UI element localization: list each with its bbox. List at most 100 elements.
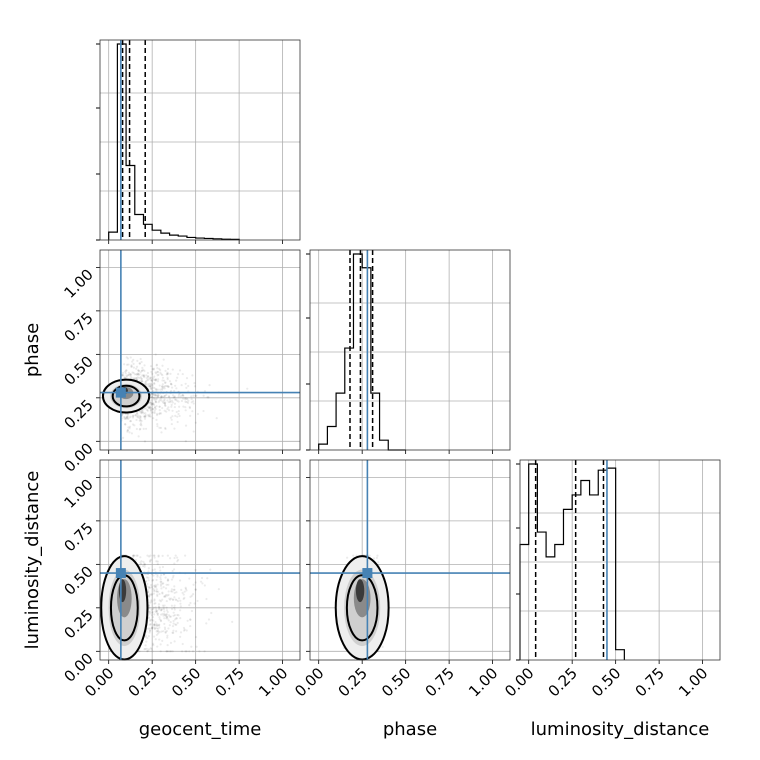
scatter-point: [155, 404, 158, 408]
scatter-point: [144, 407, 147, 410]
scatter-point: [153, 624, 156, 627]
scatter-point: [156, 562, 159, 566]
scatter-point: [158, 631, 161, 634]
scatter-point: [130, 432, 134, 435]
scatter-point: [153, 623, 156, 626]
scatter-point: [193, 382, 196, 385]
scatter-point: [163, 409, 166, 412]
scatter-point: [194, 568, 197, 572]
scatter-point: [129, 420, 132, 423]
scatter-point: [137, 435, 140, 438]
scatter-point: [167, 406, 170, 409]
scatter-point: [163, 595, 166, 598]
scatter-point: [161, 612, 164, 615]
scatter-point: [169, 383, 173, 386]
scatter-point: [171, 415, 174, 418]
scatter-point: [153, 398, 156, 401]
scatter-point: [150, 403, 153, 406]
scatter-point: [154, 401, 158, 404]
scatter-point: [132, 358, 135, 361]
x-tick-label: 0.00: [501, 664, 537, 700]
scatter-point: [191, 650, 195, 653]
x-tick-label: 0.50: [588, 664, 624, 700]
scatter-point: [126, 430, 129, 433]
scatter-point: [176, 600, 180, 603]
scatter-point: [153, 599, 156, 602]
scatter-point: [154, 387, 158, 391]
scatter-point: [164, 369, 167, 373]
scatter-point: [153, 598, 156, 601]
y-tick-label: 0.25: [60, 396, 96, 432]
scatter-point: [155, 624, 158, 627]
x-tick-label: 0.25: [545, 664, 581, 700]
scatter-point: [152, 411, 155, 414]
scatter-point: [172, 568, 176, 571]
scatter-point: [149, 406, 152, 409]
panel-frame: [99, 249, 301, 451]
scatter-point: [149, 623, 152, 626]
panel-hist-geocent-time: [96, 39, 301, 244]
scatter-point: [158, 626, 161, 629]
scatter-point: [157, 603, 161, 606]
scatter-point: [176, 376, 179, 379]
scatter-point: [166, 636, 169, 639]
scatter-point: [152, 377, 155, 380]
scatter-point: [157, 401, 160, 404]
scatter-point: [173, 640, 176, 643]
scatter-point: [156, 573, 159, 577]
scatter-point: [146, 409, 149, 412]
y-tick-label: 0.75: [60, 309, 96, 345]
scatter-point: [185, 386, 188, 389]
scatter-point: [169, 400, 172, 404]
scatter-point: [188, 650, 191, 653]
scatter-point: [179, 631, 183, 634]
scatter-point: [161, 385, 164, 388]
scatter-point: [149, 554, 152, 557]
scatter-point: [181, 394, 184, 397]
scatter-point: [148, 377, 151, 380]
scatter-point: [174, 398, 178, 401]
scatter-point: [153, 627, 156, 631]
scatter-point: [139, 415, 142, 418]
y-axis-label-luminosity-distance: luminosity_distance: [22, 471, 43, 650]
scatter-point: [148, 594, 151, 597]
scatter-point: [155, 622, 158, 626]
scatter-point: [156, 394, 160, 397]
scatter-point: [155, 363, 158, 366]
scatter-point: [164, 628, 167, 631]
scatter-point: [161, 376, 165, 379]
scatter-point: [153, 382, 156, 385]
scatter-point: [172, 396, 175, 399]
scatter-point: [160, 395, 163, 398]
scatter-point: [186, 398, 189, 401]
scatter-point: [147, 648, 151, 651]
scatter-point: [155, 412, 159, 415]
scatter-point: [164, 385, 167, 388]
scatter-point: [135, 373, 138, 376]
scatter-point: [144, 647, 147, 651]
x-tick-label: 0.00: [291, 664, 327, 700]
scatter-point: [156, 370, 159, 373]
scatter-point: [168, 398, 171, 401]
scatter-point: [148, 629, 152, 632]
scatter-point: [182, 626, 186, 630]
scatter-point: [166, 579, 169, 582]
scatter-point: [149, 376, 152, 379]
scatter-point: [143, 383, 147, 386]
scatter-point: [150, 627, 154, 630]
scatter-point: [183, 596, 186, 599]
panel-frame: [99, 39, 301, 241]
scatter-point: [138, 419, 141, 422]
scatter-point: [153, 411, 156, 414]
scatter-point: [169, 399, 172, 403]
scatter-point: [152, 644, 155, 647]
scatter-point: [163, 394, 166, 398]
scatter-point: [180, 399, 184, 403]
scatter-point: [137, 414, 140, 417]
scatter-point: [163, 402, 166, 405]
scatter-point: [155, 585, 158, 588]
scatter-point: [177, 597, 181, 600]
scatter-point: [130, 365, 133, 368]
scatter-point: [156, 422, 159, 426]
